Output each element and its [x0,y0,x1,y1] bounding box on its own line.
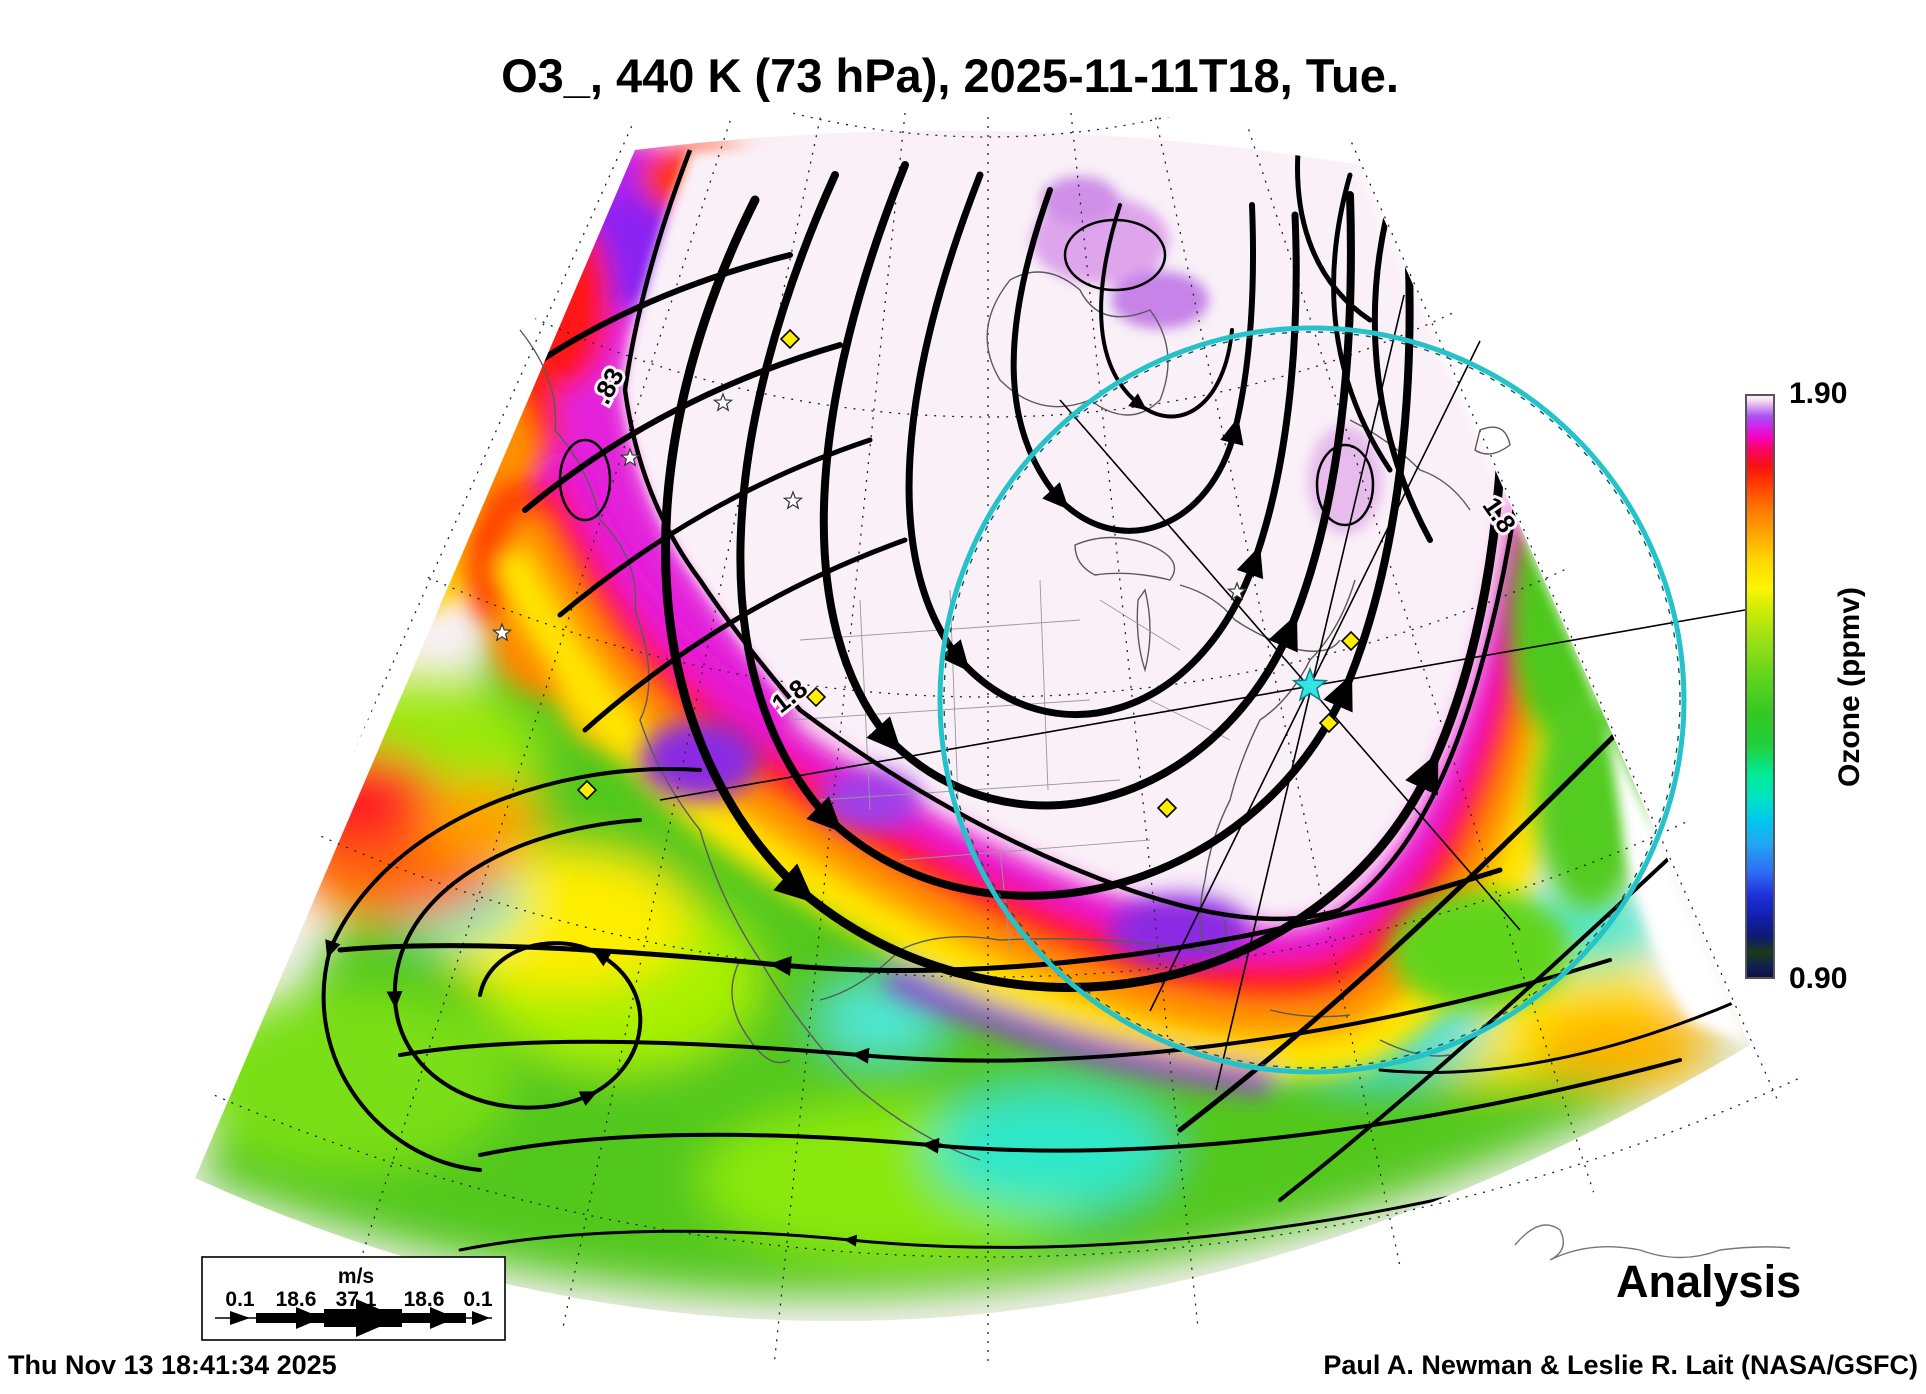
generation-timestamp: Thu Nov 13 18:41:34 2025 [8,1350,337,1380]
colorbar-title: Ozone (ppmv) [1833,587,1866,787]
wind-legend-units: m/s [338,1265,374,1288]
wind-arrow-scale [215,1299,492,1337]
wind-speed-legend: m/s 0.1 18.6 37.1 18.6 0.1 [201,1256,506,1341]
range-circle [937,325,1687,1075]
wind-speed-label: 18.6 [276,1288,317,1311]
wind-speed-label: 0.1 [225,1288,255,1311]
colorbar [1745,394,1775,979]
colorbar-min-label: 0.90 [1789,962,1848,995]
wind-speed-label: 18.6 [404,1288,445,1311]
colorbar-max-label: 1.90 [1789,377,1848,410]
analysis-label: Analysis [1616,1256,1802,1307]
credit-line: Paul A. Newman & Leslie R. Lait (NASA/GS… [1323,1350,1918,1380]
page-title: O3_, 440 K (73 hPa), 2025-11-11T18, Tue. [501,49,1399,102]
wind-speed-label: 0.1 [463,1288,493,1311]
